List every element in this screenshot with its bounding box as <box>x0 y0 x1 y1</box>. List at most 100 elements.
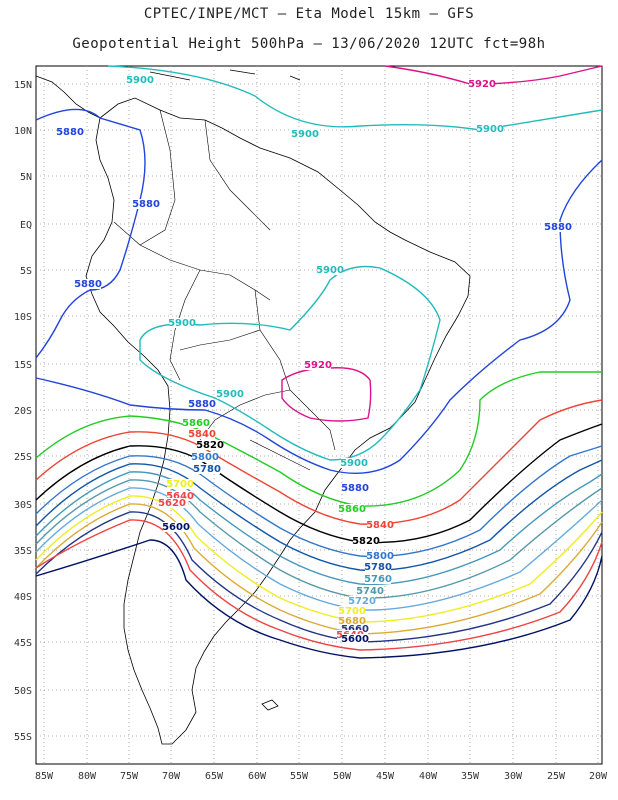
latitude-label: 40S <box>14 592 32 603</box>
contour-label: 5860 <box>338 504 366 515</box>
contour-label-background <box>339 606 365 616</box>
longitude-label: 20W <box>589 771 608 782</box>
contour-label: 5860 <box>182 418 210 429</box>
contour-label: 5740 <box>356 586 384 597</box>
contour-label-background <box>545 222 571 232</box>
contour-label-background <box>292 129 318 139</box>
contour-line <box>35 423 603 544</box>
longitude-label: 65W <box>205 771 224 782</box>
contour-label-background <box>469 79 495 89</box>
latitude-label: 15S <box>14 360 32 371</box>
contour-line <box>35 371 602 507</box>
contour-line <box>35 159 603 475</box>
contour-label: 5820 <box>352 536 380 547</box>
contour-label: 5900 <box>476 124 504 135</box>
contour-label: 5880 <box>56 127 84 138</box>
longitude-label: 35W <box>461 771 480 782</box>
contour-label-background <box>167 479 193 489</box>
contour-label: 5900 <box>316 265 344 276</box>
contour-label: 5720 <box>348 596 376 607</box>
contour-label-background <box>339 504 365 514</box>
latitude-label: 45S <box>14 638 32 649</box>
contour-label: 5840 <box>366 520 394 531</box>
contour-label: 5900 <box>168 318 196 329</box>
latitude-label: 10S <box>14 312 32 323</box>
latitude-label: 25S <box>14 452 32 463</box>
contour-label: 5880 <box>341 483 369 494</box>
contour-label: 5920 <box>468 79 496 90</box>
contour-label-background <box>349 596 375 606</box>
longitude-label: 75W <box>120 771 139 782</box>
contour-line <box>35 539 603 659</box>
contour-label-background <box>217 389 243 399</box>
contour-label-background <box>133 199 159 209</box>
contour-label-background <box>169 318 195 328</box>
contour-line <box>35 399 603 525</box>
contour-label: 5800 <box>191 452 219 463</box>
contour-label-background <box>339 616 365 626</box>
contour-label: 5840 <box>188 429 216 440</box>
plot-frame <box>35 65 603 765</box>
contour-label: 5900 <box>340 458 368 469</box>
contour-label: 5620 <box>158 498 186 509</box>
contour-label: 5880 <box>188 399 216 410</box>
contour-line <box>35 511 603 643</box>
contour-line <box>35 495 603 623</box>
contour-label: 5820 <box>196 440 224 451</box>
contour-label: 5900 <box>126 75 154 86</box>
latitude-label: 10N <box>14 126 32 137</box>
contour-label-background <box>194 464 220 474</box>
south-america-coastline <box>85 97 471 745</box>
latitude-label: 50S <box>14 686 32 697</box>
contour-label-background <box>189 399 215 409</box>
contour-label: 5780 <box>193 464 221 475</box>
longitude-label: 85W <box>35 771 54 782</box>
contour-label-background <box>342 483 368 493</box>
contour-label: 5600 <box>162 522 190 533</box>
contour-label-background <box>127 75 153 85</box>
contour-label-background <box>163 522 189 532</box>
contour-label: 5680 <box>338 616 366 627</box>
contour-label-background <box>317 265 343 275</box>
longitude-label: 60W <box>248 771 267 782</box>
contour-label: 5760 <box>364 574 392 585</box>
contour-label-background <box>357 586 383 596</box>
contour-label-background <box>75 279 101 289</box>
longitude-label: 80W <box>78 771 97 782</box>
contour-line <box>139 265 441 461</box>
contour-label: 5800 <box>366 551 394 562</box>
longitude-label: 40W <box>419 771 438 782</box>
contour-label-background <box>197 440 223 450</box>
contour-label: 5880 <box>544 222 572 233</box>
latitude-label: 55S <box>14 732 32 743</box>
height-contours <box>35 65 603 659</box>
contour-label-background <box>305 360 331 370</box>
contour-line <box>35 487 603 611</box>
latitude-label: 15N <box>14 80 32 91</box>
contour-label-background <box>342 634 368 644</box>
contour-label-background <box>365 562 391 572</box>
longitude-label: 45W <box>376 771 395 782</box>
map-title-line2: Geopotential Height 500hPa – 13/06/2020 … <box>72 36 546 52</box>
map-title-line1: CPTEC/INPE/MCT – Eta Model 15km – GFS <box>143 6 475 22</box>
central-america-coastline <box>35 75 101 119</box>
contour-label-background <box>365 574 391 584</box>
contour-label: 5900 <box>291 129 319 140</box>
contour-label-background <box>57 127 83 137</box>
contour-line <box>35 503 603 635</box>
contour-labels: 5900 5920 5900 5900 5880 5880 5880 5880 5900 5900… <box>56 75 572 645</box>
latitude-label: 35S <box>14 546 32 557</box>
latitude-label: 20S <box>14 406 32 417</box>
contour-label-background <box>183 418 209 428</box>
longitude-label: 55W <box>290 771 309 782</box>
contour-label: 5640 <box>166 491 194 502</box>
contour-label-background <box>477 124 503 134</box>
contour-line <box>35 519 603 651</box>
latitude-label: 30S <box>14 500 32 511</box>
latitude-label: 5S <box>20 266 32 277</box>
contour-label: 5660 <box>341 624 369 635</box>
contour-line <box>107 65 603 131</box>
longitude-label: 50W <box>333 771 352 782</box>
longitude-label: 25W <box>547 771 566 782</box>
